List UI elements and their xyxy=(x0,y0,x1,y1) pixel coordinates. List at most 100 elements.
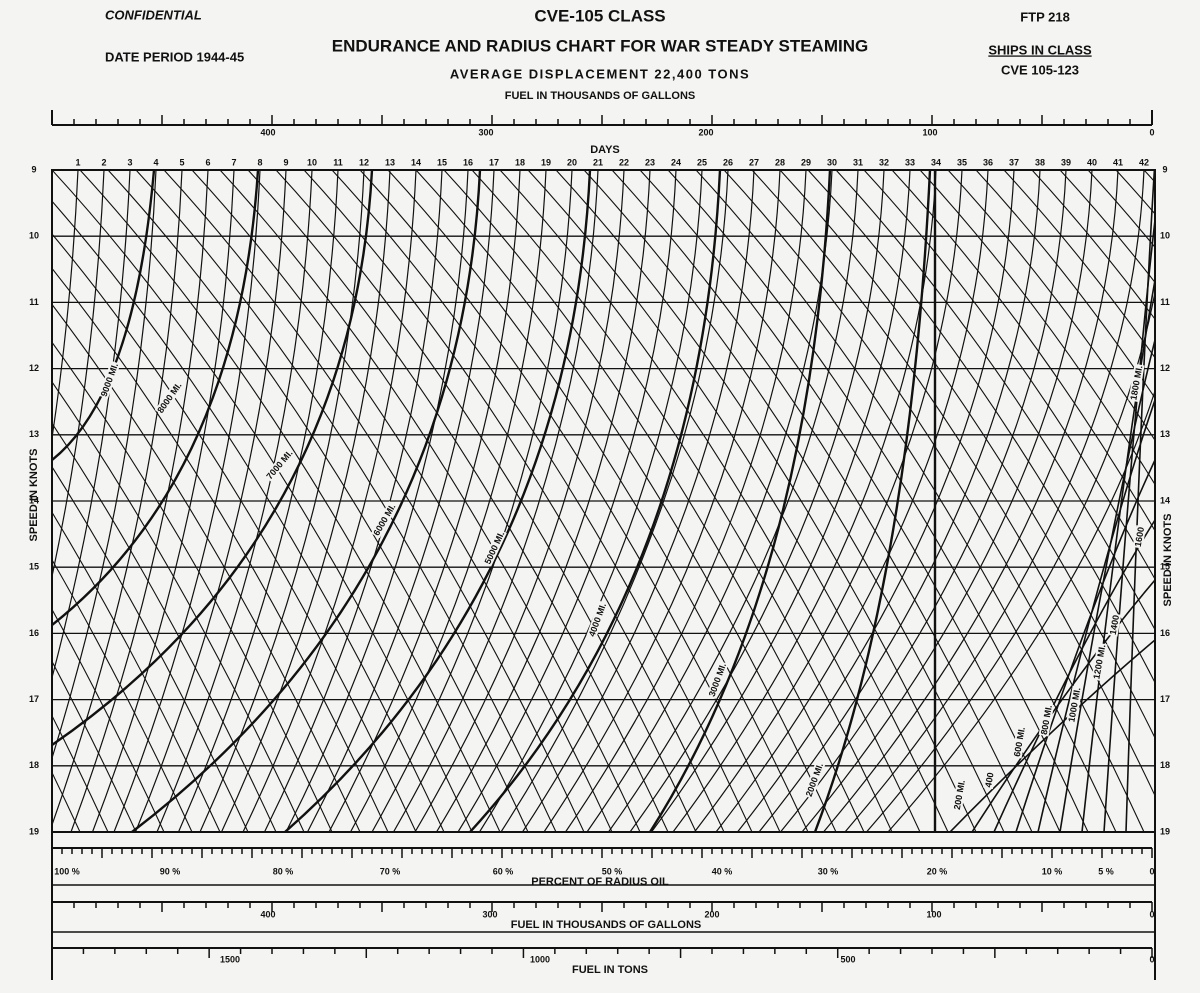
label-bg xyxy=(154,379,185,416)
label-bg xyxy=(263,447,296,482)
day-curve xyxy=(263,170,443,832)
ships-label: SHIPS IN CLASS xyxy=(988,42,1092,57)
day-curve xyxy=(478,170,703,832)
speed-label: 15 xyxy=(29,562,39,572)
percent-label: 5 % xyxy=(1098,866,1114,876)
day-curve xyxy=(52,170,131,680)
fuel-curve xyxy=(1087,170,1155,249)
percent-label: 0 xyxy=(1149,866,1154,876)
day-curve xyxy=(177,170,339,832)
day-label: 4 xyxy=(153,157,158,167)
gallons-label: 200 xyxy=(704,909,719,919)
gallons-label: 100 xyxy=(926,909,941,919)
speed-label-right: 17 xyxy=(1160,694,1170,704)
fuel-curve xyxy=(52,660,137,832)
day-label: 6 xyxy=(205,157,210,167)
top-scale-label: 100 xyxy=(922,127,937,137)
speed-label-right: 14 xyxy=(1160,495,1170,505)
day-label: 27 xyxy=(749,157,759,167)
label-bg xyxy=(98,360,121,399)
label-bg xyxy=(1128,363,1145,402)
fuel-curve xyxy=(471,170,893,832)
day-curve xyxy=(52,170,157,761)
date-period: DATE PERIOD 1944-45 xyxy=(105,49,244,64)
day-label: 14 xyxy=(411,157,421,167)
percent-title: PERCENT OF RADIUS OIL xyxy=(531,876,669,888)
day-label: 2 xyxy=(101,157,106,167)
day-label: 10 xyxy=(307,157,317,167)
day-curve xyxy=(758,170,1041,832)
day-curve xyxy=(414,170,625,832)
day-label: 1 xyxy=(75,157,80,167)
speed-label-right: 19 xyxy=(1160,826,1170,836)
fuel-curve xyxy=(52,465,249,832)
day-curve xyxy=(156,170,313,832)
label-bg xyxy=(1011,725,1028,759)
day-curve xyxy=(52,170,79,442)
radius-curve xyxy=(52,170,374,746)
day-label: 11 xyxy=(333,157,343,167)
gallons-title: FUEL IN THOUSANDS OF GALLONS xyxy=(511,919,701,931)
label-bg xyxy=(586,600,609,639)
fuel-curve xyxy=(52,233,417,832)
plot-frame xyxy=(51,169,1156,833)
day-curve xyxy=(457,170,677,832)
fuel-curve xyxy=(52,341,333,832)
fuel-curve xyxy=(135,170,557,832)
fuel-curve xyxy=(555,170,977,832)
day-label: 29 xyxy=(801,157,811,167)
radius-curve xyxy=(949,639,1155,832)
day-label: 17 xyxy=(489,157,499,167)
fuel-curve xyxy=(247,170,669,832)
fuel-curve xyxy=(387,170,809,832)
fuel-curve xyxy=(1059,170,1155,284)
speed-label: 11 xyxy=(29,297,39,307)
day-label: 36 xyxy=(983,157,993,167)
percent-label: 100 % xyxy=(54,866,80,876)
day-curve xyxy=(70,170,209,832)
day-label: 39 xyxy=(1061,157,1071,167)
fuel-curve xyxy=(975,170,1155,400)
percent-label: 30 % xyxy=(818,866,839,876)
day-label: 32 xyxy=(879,157,889,167)
fuel-curve xyxy=(52,511,221,832)
radius-curve xyxy=(131,170,482,832)
day-curve xyxy=(737,170,1015,832)
day-curve xyxy=(500,170,729,832)
fuel-curve xyxy=(52,303,361,832)
fuel-curve xyxy=(331,170,753,832)
day-curve xyxy=(608,170,859,832)
day-label: 33 xyxy=(905,157,915,167)
day-label: 30 xyxy=(827,157,837,167)
day-label: 28 xyxy=(775,157,785,167)
day-curve xyxy=(715,170,989,832)
day-label: 3 xyxy=(127,157,132,167)
day-label: 25 xyxy=(697,157,707,167)
day-curve xyxy=(220,170,391,832)
speed-label: 16 xyxy=(29,628,39,638)
speed-label-right: 16 xyxy=(1160,628,1170,638)
day-curve xyxy=(52,170,183,827)
fuel-curve xyxy=(835,170,1155,631)
fuel-curve xyxy=(359,170,781,832)
radius-label: 1400 xyxy=(1108,614,1121,635)
fuel-curve xyxy=(583,170,1005,832)
speed-label: 10 xyxy=(29,231,39,241)
fuel-curve xyxy=(52,170,473,832)
percent-label: 20 % xyxy=(927,866,948,876)
day-curve xyxy=(823,170,1119,832)
gallons-label: 400 xyxy=(260,909,275,919)
fuel-curve xyxy=(779,170,1155,740)
radius-curve xyxy=(813,170,932,832)
label-bg xyxy=(370,501,399,539)
label-bg xyxy=(1107,613,1122,637)
day-curve xyxy=(349,170,547,832)
fuel-curve xyxy=(52,380,305,832)
radius-curve xyxy=(648,170,832,832)
day-label: 8 xyxy=(257,157,262,167)
fuel-curve xyxy=(52,608,165,832)
class: CVE-105 CLASS xyxy=(534,6,665,25)
fuel-curve xyxy=(1031,170,1155,321)
